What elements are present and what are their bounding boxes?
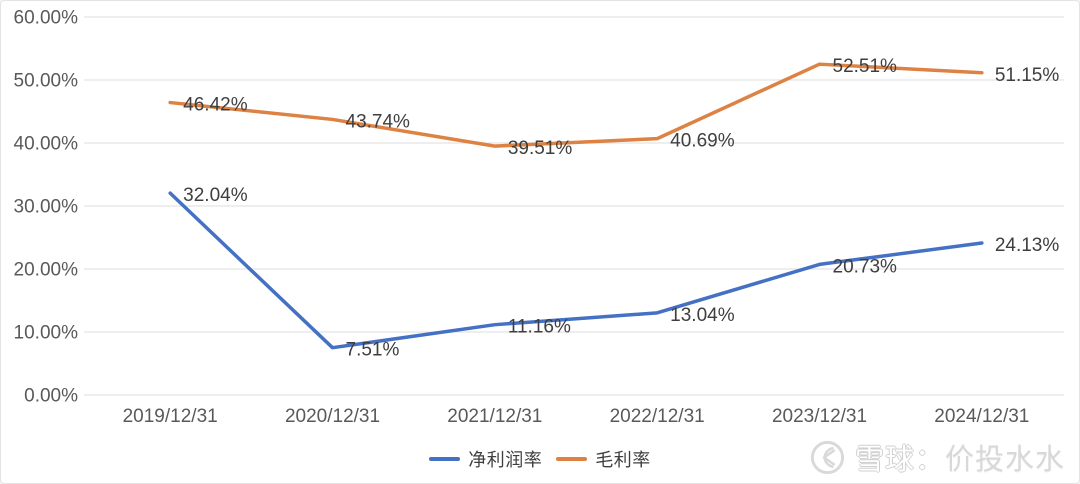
- data-label: 13.04%: [670, 305, 735, 326]
- x-axis-tick-label: 2024/12/31: [934, 406, 1029, 427]
- data-label: 46.42%: [183, 95, 248, 116]
- data-label: 24.13%: [995, 235, 1060, 256]
- x-axis-tick-label: 2023/12/31: [772, 406, 867, 427]
- y-axis-tick-label: 50.00%: [14, 71, 79, 92]
- data-label: 51.15%: [995, 65, 1060, 86]
- data-label: 11.16%: [508, 317, 571, 338]
- y-axis-tick-label: 20.00%: [14, 260, 79, 281]
- data-label: 52.51%: [833, 56, 898, 77]
- series-line-毛利率: [168, 62, 984, 148]
- data-label: 32.04%: [183, 185, 248, 206]
- data-label: 43.74%: [346, 111, 411, 132]
- y-axis-tick-label: 60.00%: [14, 8, 79, 29]
- data-label: 39.51%: [508, 138, 573, 159]
- data-label: 7.51%: [346, 340, 400, 361]
- y-axis-tick-label: 30.00%: [14, 197, 79, 218]
- data-label: 20.73%: [833, 256, 898, 277]
- y-axis-tick-label: 40.00%: [14, 134, 79, 155]
- x-axis-tick-label: 2021/12/31: [447, 406, 542, 427]
- x-axis-tick-label: 2019/12/31: [123, 406, 218, 427]
- y-axis-tick-label: 0.00%: [24, 386, 78, 407]
- x-axis-tick-label: 2022/12/31: [610, 406, 705, 427]
- series-line-净利润率: [168, 191, 984, 350]
- y-axis-tick-label: 10.00%: [14, 323, 79, 344]
- x-axis-tick-label: 2020/12/31: [285, 406, 380, 427]
- data-label: 40.69%: [670, 131, 735, 152]
